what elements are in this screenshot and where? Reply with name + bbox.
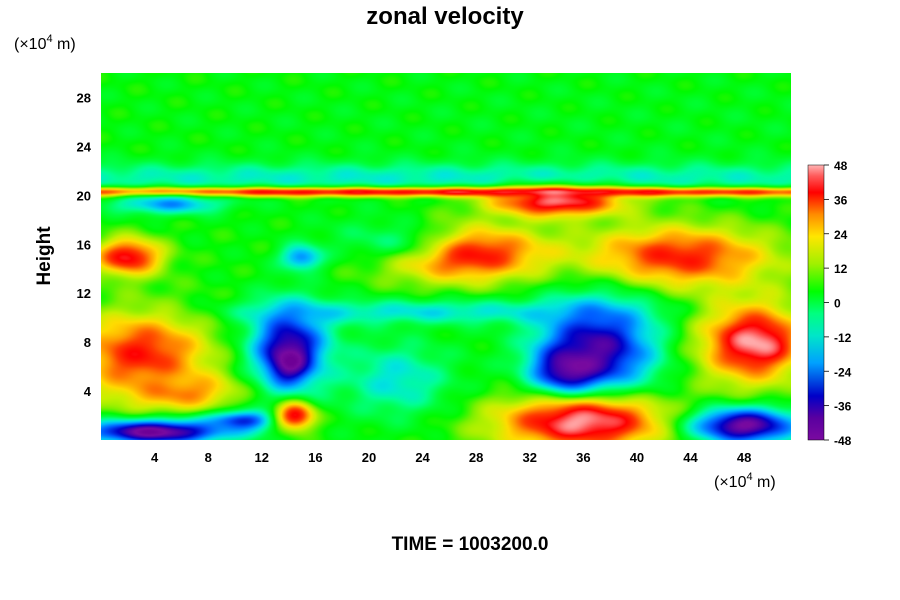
y-tick-label: 16 xyxy=(77,237,91,252)
x-unit-exponent: 4 xyxy=(746,471,752,483)
chart-title: zonal velocity xyxy=(366,3,524,30)
colorbar-tick-label: 24 xyxy=(834,228,848,242)
x-tick-label: 32 xyxy=(523,450,537,465)
y-axis-unit: (×104 m) xyxy=(14,33,76,53)
y-axis-label: Height xyxy=(34,226,55,286)
y-tick-label: 12 xyxy=(77,286,91,301)
x-tick-label: 40 xyxy=(630,450,644,465)
colorbar-tick-label: 0 xyxy=(834,297,841,311)
y-tick-label: 24 xyxy=(77,139,92,154)
x-tick-label: 8 xyxy=(205,450,212,465)
colorbar-tick-label: -48 xyxy=(834,434,852,448)
x-tick-label: 44 xyxy=(683,450,698,465)
x-unit-prefix: (×10 xyxy=(714,474,747,491)
x-tick-label: 24 xyxy=(415,450,430,465)
x-tick-label: 36 xyxy=(576,450,590,465)
colorbar-ticks: 48 36 24 12 0 -12 -24 -36 -48 xyxy=(824,159,852,448)
colorbar-tick-label: 48 xyxy=(834,159,848,173)
x-tick-label: 12 xyxy=(255,450,269,465)
x-tick-label: 48 xyxy=(737,450,751,465)
colorbar: 48 36 24 12 0 -12 -24 -36 -48 xyxy=(807,159,852,448)
colorbar-tick-label: 12 xyxy=(834,262,848,276)
y-tick-label: 4 xyxy=(84,384,92,399)
colorbar-tick-label: -12 xyxy=(834,331,852,345)
colorbar-gradient xyxy=(807,164,825,441)
y-tick-label: 8 xyxy=(84,335,91,350)
colorbar-tick-label: -24 xyxy=(834,365,852,379)
y-axis-ticks: 4 8 12 16 20 24 28 xyxy=(77,90,92,399)
y-tick-label: 28 xyxy=(77,90,91,105)
y-unit-prefix: (×10 xyxy=(14,36,47,53)
time-label: TIME = 1003200.0 xyxy=(392,534,549,555)
x-axis-ticks: 4 8 12 16 20 24 28 32 36 40 44 48 xyxy=(151,450,751,465)
heatmap-canvas xyxy=(101,73,791,440)
heatmap-field xyxy=(101,73,791,440)
y-unit-exponent: 4 xyxy=(46,33,52,45)
colorbar-tick-label: 36 xyxy=(834,193,848,207)
x-tick-label: 28 xyxy=(469,450,483,465)
y-unit-suffix: m) xyxy=(53,36,76,53)
x-tick-label: 20 xyxy=(362,450,376,465)
x-unit-suffix: m) xyxy=(753,474,776,491)
x-tick-label: 16 xyxy=(308,450,322,465)
x-tick-label: 4 xyxy=(151,450,159,465)
y-tick-label: 20 xyxy=(77,188,91,203)
colorbar-tick-label: -36 xyxy=(834,400,852,414)
x-axis-unit: (×104 m) xyxy=(714,471,776,491)
